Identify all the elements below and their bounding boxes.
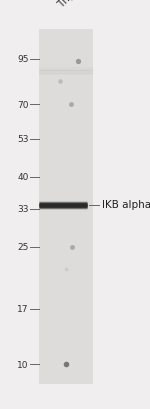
Text: Thymus gland: Thymus gland bbox=[56, 0, 115, 10]
Text: 33: 33 bbox=[17, 205, 28, 214]
Text: 95: 95 bbox=[17, 55, 28, 64]
Text: 70: 70 bbox=[17, 100, 28, 109]
Text: 40: 40 bbox=[17, 173, 28, 182]
Text: 17: 17 bbox=[17, 305, 28, 314]
Text: 10: 10 bbox=[17, 360, 28, 369]
Text: IKB alpha: IKB alpha bbox=[102, 200, 150, 210]
Bar bbox=[39, 30, 93, 384]
Text: 25: 25 bbox=[17, 243, 28, 252]
Text: 53: 53 bbox=[17, 135, 28, 144]
